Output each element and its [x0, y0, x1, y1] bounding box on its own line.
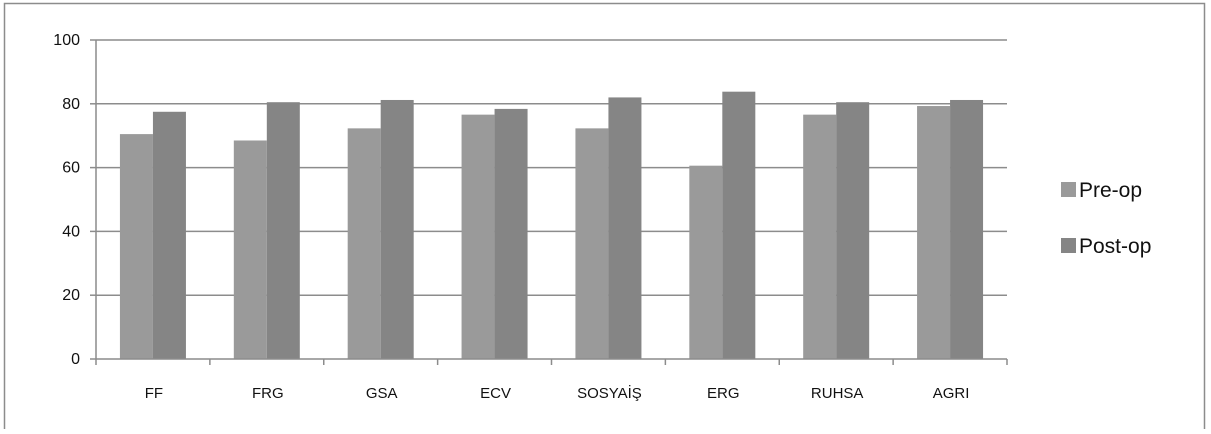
y-tick-label-100: 100: [53, 32, 80, 49]
legend-swatch-post-op: [1061, 238, 1076, 253]
bar-post-op-4: [608, 97, 642, 360]
bar-pre-op-3: [461, 114, 495, 360]
x-tick-label-6: RUHSA: [811, 385, 864, 402]
x-tick-label-4: SOSYAİŞ: [577, 384, 642, 402]
y-tick-label-80: 80: [62, 96, 80, 113]
bar-post-op-7: [950, 99, 984, 360]
legend-label-pre-op: Pre-op: [1079, 179, 1142, 202]
y-tick-label-0: 0: [71, 351, 80, 368]
x-tick-label-7: AGRI: [933, 385, 970, 402]
bar-post-op-0: [152, 111, 186, 360]
gridlines: [96, 39, 1007, 296]
bar-pre-op-7: [917, 106, 951, 360]
legend: Pre-op Post-op: [1061, 179, 1151, 258]
bars: [119, 91, 984, 360]
x-tick-label-5: ERG: [707, 385, 740, 402]
bar-post-op-6: [836, 102, 870, 359]
y-tick-label-20: 20: [62, 287, 80, 304]
bar-pre-op-4: [575, 128, 609, 359]
y-tick-label-60: 60: [62, 160, 80, 177]
bar-post-op-2: [380, 99, 414, 360]
bar-post-op-3: [494, 108, 528, 360]
x-tick-label-1: FRG: [252, 385, 284, 402]
x-tick-label-3: ECV: [480, 385, 511, 402]
bar-post-op-5: [722, 91, 756, 359]
bar-pre-op-2: [347, 128, 381, 359]
legend-label-post-op: Post-op: [1079, 235, 1151, 258]
bar-pre-op-5: [689, 165, 723, 359]
axes: [90, 39, 1008, 365]
legend-swatch-pre-op: [1061, 182, 1076, 197]
bar-pre-op-1: [233, 140, 267, 359]
x-tick-label-0: FF: [145, 385, 163, 402]
chart-border: [3, 2, 1206, 434]
bar-pre-op-0: [119, 134, 153, 359]
x-tick-labels: FF FRG GSA ECV SOSYAİŞ ERG RUHSA AGRI: [145, 384, 970, 402]
y-tick-label-40: 40: [62, 223, 80, 240]
y-tick-labels: 0 20 40 60 80 100: [53, 32, 80, 368]
bar-post-op-1: [266, 102, 300, 359]
x-tick-label-2: GSA: [366, 385, 398, 402]
bar-pre-op-6: [803, 114, 837, 360]
